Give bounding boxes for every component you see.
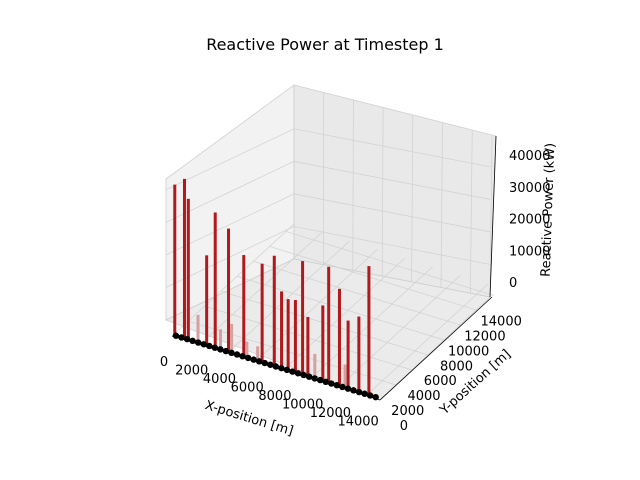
bar-19 xyxy=(346,320,350,391)
bar-0 xyxy=(173,184,177,337)
bar-7 xyxy=(242,255,246,356)
z-tick-labels: 0 10000 20000 30000 40000 xyxy=(509,149,550,291)
floor-grid-x xyxy=(227,240,350,354)
back-grid-z xyxy=(293,226,491,265)
bar-21 xyxy=(367,266,371,397)
bar-25 xyxy=(313,353,317,380)
x-tick-label: 12000 xyxy=(310,406,351,421)
floor-grid-x xyxy=(310,266,433,379)
y-tick-label: 4000 xyxy=(407,389,440,404)
bar-24 xyxy=(256,346,260,360)
z-tick-label: 40000 xyxy=(509,149,550,164)
back-grid-z xyxy=(293,193,491,233)
x-tick-label: 0 xyxy=(160,355,168,370)
back-grid-z xyxy=(293,128,491,168)
bar-23 xyxy=(219,329,223,351)
bar-2 xyxy=(186,198,190,339)
z-tick-label: 10000 xyxy=(509,244,550,259)
y-tick-label: 8000 xyxy=(440,359,473,374)
floor-grid-y xyxy=(253,260,462,326)
y-tick-label: 10000 xyxy=(448,344,489,359)
z-axis-line xyxy=(489,135,497,298)
left-grid-z xyxy=(165,128,295,191)
bar-17 xyxy=(327,266,331,385)
y-tick-label: 2000 xyxy=(391,404,424,419)
back-grid-v xyxy=(440,123,443,288)
bar-11 xyxy=(280,291,284,370)
y-tick-label: 14000 xyxy=(481,314,522,329)
bar-14 xyxy=(301,261,305,375)
floor-grid-y xyxy=(285,231,494,296)
back-grid-v xyxy=(411,115,414,282)
bar-18 xyxy=(337,288,341,385)
back-grid-v xyxy=(489,135,493,298)
bar-20 xyxy=(357,316,361,391)
x-tick-label: 8000 xyxy=(258,389,291,404)
bars-group xyxy=(173,178,371,397)
bar-1 xyxy=(182,178,186,340)
bar-26 xyxy=(343,364,347,387)
bar-3 xyxy=(205,255,209,347)
z-tick-label: 0 xyxy=(509,276,517,291)
bar-15 xyxy=(306,316,310,378)
back-grid-z xyxy=(293,258,491,298)
bar-4 xyxy=(213,212,217,348)
y-axis-line xyxy=(379,296,493,401)
bar-12 xyxy=(286,299,290,369)
floor-grid-y xyxy=(188,320,397,386)
x-tick-label: 2000 xyxy=(175,364,208,379)
y-tick-label: 12000 xyxy=(464,329,505,344)
floor-grid-y xyxy=(269,246,478,311)
bar-9 xyxy=(260,263,264,364)
floor-grid-x xyxy=(365,283,489,396)
floor-grid-y xyxy=(236,275,446,341)
y-tick-label: 6000 xyxy=(424,374,457,389)
x-tick-label: 14000 xyxy=(337,415,378,430)
back-grid-v xyxy=(470,130,473,294)
z-tick-label: 30000 xyxy=(509,181,550,196)
y-tick-label: 0 xyxy=(400,419,408,434)
back-grid-v xyxy=(352,100,354,271)
bar-8 xyxy=(245,341,249,360)
bar-13 xyxy=(293,300,297,374)
floor-grid-x xyxy=(171,223,295,337)
z-axis-label: Reactive Power (kW) xyxy=(539,143,559,278)
back-grid-z xyxy=(293,161,491,200)
bar-6 xyxy=(230,323,234,355)
bar-22 xyxy=(196,314,200,342)
floor-grid-y xyxy=(220,290,429,356)
x-tick-label: 10000 xyxy=(282,398,323,413)
chart-title: Reactive Power at Timestep 1 xyxy=(206,35,444,54)
x-tick-label: 4000 xyxy=(203,372,236,387)
z-tick-label: 20000 xyxy=(509,213,550,228)
bar-16 xyxy=(321,305,325,380)
x-tick-label: 6000 xyxy=(231,381,264,396)
x-axis-line xyxy=(171,335,381,401)
bar-10 xyxy=(272,255,276,365)
bar-5 xyxy=(227,228,231,351)
back-grid-v xyxy=(381,107,384,277)
